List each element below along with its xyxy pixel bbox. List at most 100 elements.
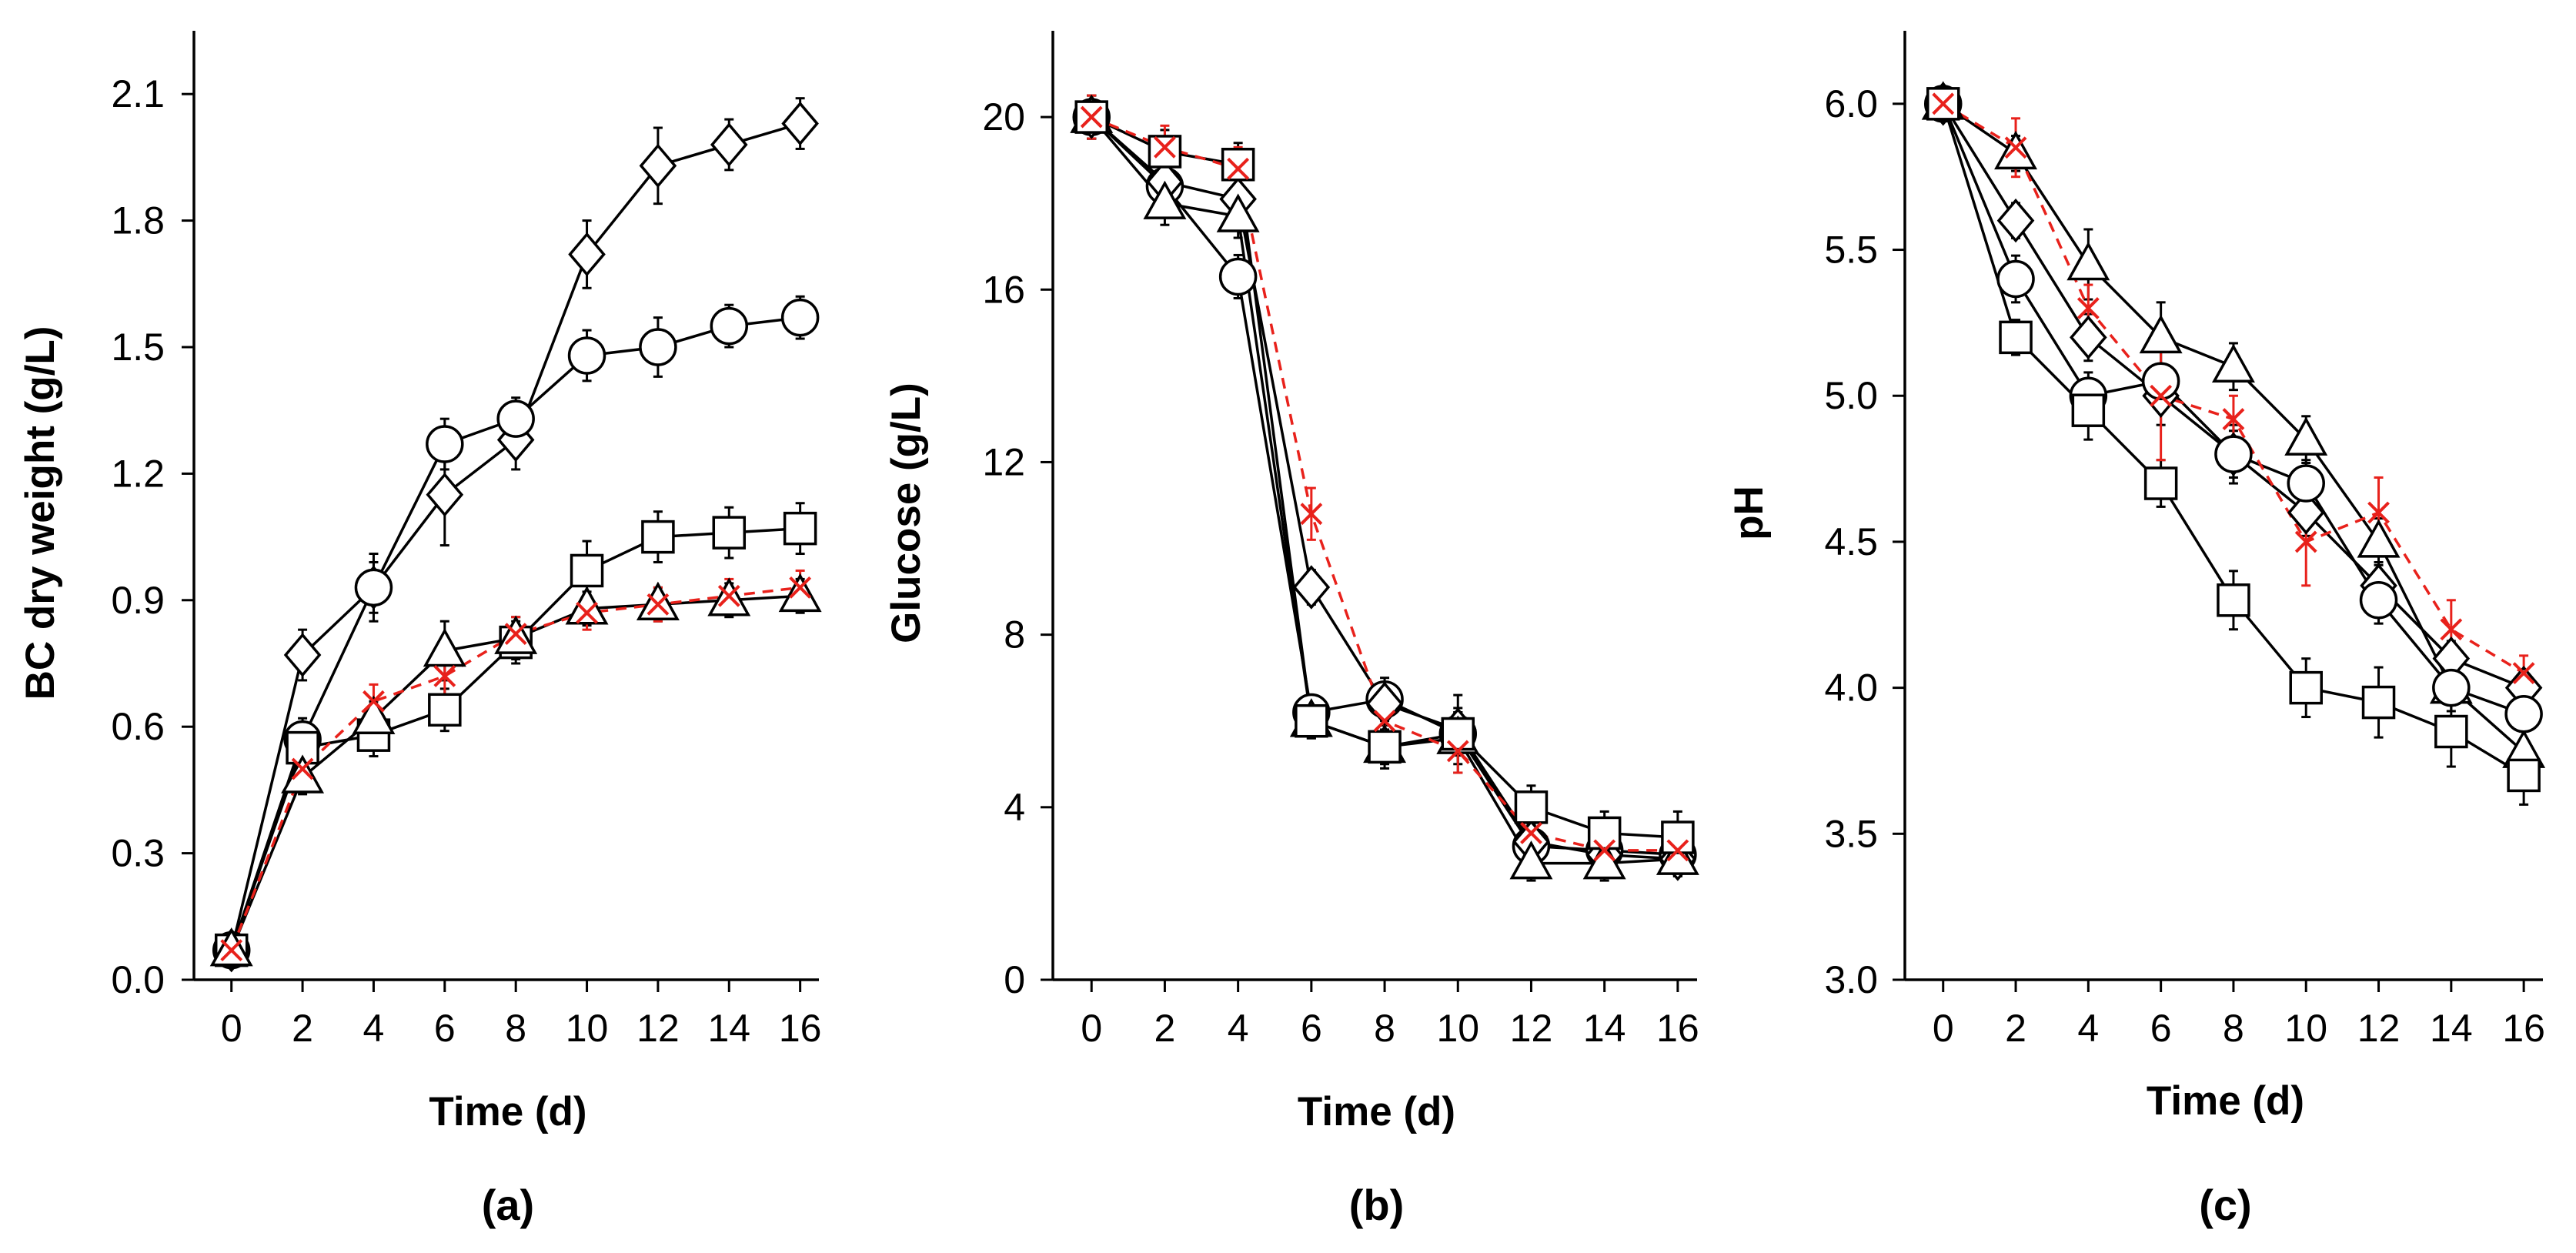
y-tick-label: 1.5 [111, 326, 165, 369]
data-point-triangle [2066, 241, 2110, 281]
data-point-x [1373, 710, 1396, 733]
data-point-diamond [2287, 490, 2325, 535]
data-point-x [2150, 384, 2173, 407]
data-point-circle [567, 336, 606, 375]
x-tick-label: 12 [636, 1007, 680, 1050]
data-point-diamond [639, 143, 677, 189]
data-point-x [1227, 157, 1250, 180]
y-axis-title: pH [1726, 486, 1772, 540]
data-point-x [576, 601, 598, 624]
data-point-square [1221, 147, 1255, 182]
panel-label: (c) [2199, 1181, 2251, 1229]
panel-b: 0 4 8 12 16 20 0 2 4 6 8 10 12 14 16 Time (d) Glucose (g… [884, 31, 1699, 1229]
data-point-diamond [426, 473, 464, 517]
data-point-circle [780, 298, 820, 337]
data-point-triangle [1994, 130, 2038, 170]
x-tick-label: 10 [1436, 1007, 1479, 1050]
x-tick-label: 0 [1933, 1007, 1954, 1050]
data-point-square [1148, 135, 1182, 169]
x-tick-label: 6 [1301, 1007, 1322, 1050]
data-point-circle [354, 568, 393, 607]
data-point-x [1300, 503, 1323, 526]
data-point-circle [2504, 695, 2543, 733]
y-tick-label: 4 [1004, 786, 1025, 829]
x-tick-label: 14 [1583, 1007, 1626, 1050]
data-point-triangle [2211, 343, 2255, 383]
y-tick-label: 4.0 [1824, 667, 1878, 710]
data-point-square [1926, 87, 1960, 121]
x-tick-label: 12 [2357, 1007, 2401, 1050]
data-point-x [2440, 618, 2463, 641]
data-point-square [641, 520, 675, 554]
data-point-triangle [2139, 314, 2183, 354]
data-point-square [1368, 730, 1402, 764]
data-point-circle [2287, 464, 2325, 503]
y-tick-label: 5.5 [1824, 229, 1878, 272]
data-point-x [1520, 822, 1542, 844]
x-tick-label: 16 [2502, 1007, 2545, 1050]
data-point-square [428, 693, 462, 727]
data-point-x [2077, 297, 2100, 319]
y-tick-label: 0.6 [111, 705, 165, 748]
data-point-circle [496, 399, 535, 438]
data-point-circle [2214, 435, 2253, 473]
y-tick-label: 0.0 [111, 958, 165, 1001]
data-point-square [1514, 790, 1549, 824]
data-point-diamond [2070, 315, 2107, 360]
y-tick-label: 16 [982, 268, 1025, 311]
markers-red-x [1932, 92, 2535, 685]
x-tick-label: 14 [2430, 1007, 2473, 1050]
data-point-circle [1996, 259, 2035, 299]
data-point-diamond [568, 232, 606, 277]
y-tick-label: 0.3 [111, 832, 165, 875]
x-axis-title: Time (d) [1298, 1089, 1455, 1134]
panel-c: 3.0 3.5 4.0 4.5 5.0 5.5 6.0 0 2 4 6 8 10 12 14 16 Time (… [1726, 31, 2546, 1229]
markers-square [1074, 100, 1695, 854]
data-point-x [2222, 408, 2245, 430]
y-tick-label: 3.0 [1824, 958, 1878, 1001]
data-point-circle [710, 306, 749, 346]
data-point-square [1074, 100, 1108, 134]
y-tick-label: 6.0 [1824, 82, 1878, 125]
panel-label: (a) [482, 1181, 534, 1229]
data-point-x [717, 584, 740, 607]
data-point-square [2071, 393, 2106, 427]
x-tick-label: 10 [566, 1007, 609, 1050]
data-point-triangle [2357, 519, 2401, 558]
data-point-square [570, 553, 604, 588]
y-tick-label: 1.2 [111, 452, 165, 495]
markers-square [214, 511, 817, 967]
data-point-triangle [281, 754, 325, 794]
markers-red-x [1080, 105, 1689, 862]
y-tick-label: 4.5 [1824, 520, 1878, 563]
data-point-square [1999, 320, 2033, 355]
x-tick-label: 8 [1374, 1007, 1395, 1050]
data-point-square [1587, 816, 1622, 850]
y-axis-title: BC dry weight (g/L) [18, 326, 63, 700]
x-tick-label: 8 [505, 1007, 526, 1050]
x-tick-label: 0 [1081, 1007, 1102, 1050]
data-point-x [2294, 530, 2317, 553]
x-tick-label: 0 [221, 1007, 242, 1050]
x-tick-label: 4 [1228, 1007, 1249, 1050]
x-tick-label: 2 [2005, 1007, 2026, 1050]
data-point-x [1446, 740, 1469, 763]
data-point-x [220, 939, 243, 962]
panel-label: (b) [1349, 1181, 1405, 1229]
data-point-square [2507, 758, 2541, 793]
data-point-triangle [423, 627, 466, 667]
data-point-circle [2141, 362, 2180, 401]
data-point-x [1080, 105, 1103, 129]
x-tick-label: 16 [779, 1007, 822, 1050]
y-tick-label: 8 [1004, 613, 1025, 657]
data-point-circle [2359, 581, 2398, 620]
x-tick-label: 10 [2284, 1007, 2327, 1050]
data-point-triangle [565, 586, 609, 625]
x-tick-label: 4 [2077, 1007, 2099, 1050]
data-point-circle [2432, 668, 2471, 707]
y-tick-label: 5.0 [1824, 374, 1878, 417]
x-tick-label: 6 [434, 1007, 456, 1050]
data-point-x [1593, 839, 1616, 862]
data-point-triangle [2284, 416, 2328, 456]
x-tick-label: 16 [1656, 1007, 1699, 1050]
